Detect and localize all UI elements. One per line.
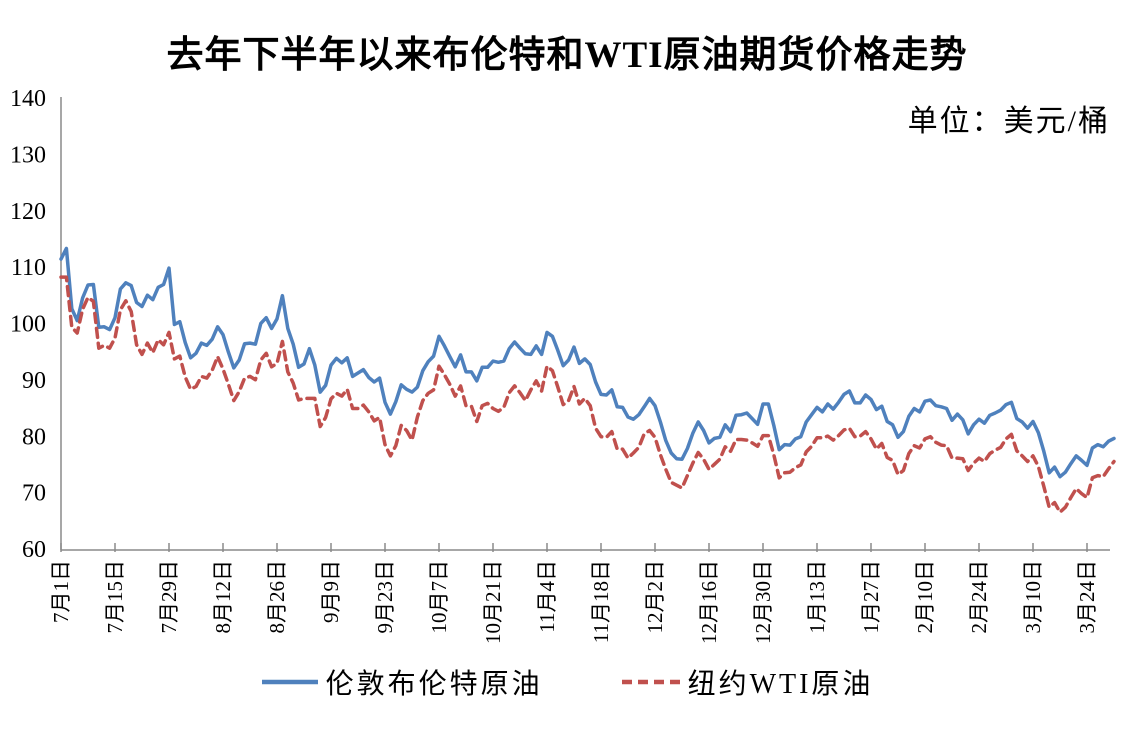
x-axis-tick-label: 12月2日 <box>643 560 667 634</box>
y-axis-tick-label: 100 <box>10 312 46 338</box>
x-axis-tick-label: 1月27日 <box>859 560 883 634</box>
y-axis-tick-label: 70 <box>22 481 46 507</box>
legend-label-brent: 伦敦布伦特原油 <box>325 669 543 700</box>
x-axis-tick-label: 10月21日 <box>481 560 505 644</box>
y-axis-tick-label: 60 <box>22 537 46 563</box>
x-axis-tick-label: 9月9日 <box>319 560 343 623</box>
x-axis-tick-label: 7月15日 <box>103 560 127 634</box>
x-axis-tick-label: 11月4日 <box>535 560 559 633</box>
chart-title: 去年下半年以来布伦特和WTI原油期货价格走势 <box>166 35 968 76</box>
legend-item-brent: 伦敦布伦特原油 <box>261 662 543 702</box>
x-axis-tick-label: 11月18日 <box>589 560 613 643</box>
chart-legend: 伦敦布伦特原油 纽约WTI原油 <box>0 662 1134 702</box>
x-axis-tick-label: 8月26日 <box>265 560 289 634</box>
y-axis-tick-label: 90 <box>22 368 46 394</box>
y-axis-tick-label: 80 <box>22 424 46 450</box>
x-axis-tick-label: 3月10日 <box>1021 560 1045 634</box>
y-axis-tick-label: 130 <box>10 142 46 168</box>
x-axis-tick-label: 1月13日 <box>805 560 829 634</box>
x-axis-tick-label: 2月10日 <box>913 560 937 634</box>
y-axis-tick-label: 140 <box>10 86 46 112</box>
unit-label: 单位：美元/桶 <box>907 105 1110 138</box>
legend-label-wti: 纽约WTI原油 <box>687 669 874 700</box>
wti-series-line <box>59 275 1116 514</box>
x-axis-tick-label: 12月16日 <box>697 560 721 644</box>
x-axis-tick-label: 7月29日 <box>157 560 181 634</box>
x-axis-tick-label: 8月12日 <box>211 560 235 634</box>
x-axis-tick-label: 2月24日 <box>967 560 991 634</box>
y-axis-tick-label: 120 <box>10 199 46 225</box>
wti-line-swatch-icon <box>621 679 680 685</box>
legend-item-wti: 纽约WTI原油 <box>621 662 874 702</box>
x-axis-tick-label: 9月23日 <box>373 560 397 634</box>
brent-line-swatch-icon <box>261 679 318 685</box>
x-axis-tick-label: 3月24日 <box>1075 560 1099 634</box>
x-axis-tick-label: 10月7日 <box>427 560 451 634</box>
x-axis-tick-label: 12月30日 <box>751 560 775 644</box>
x-axis-tick-label: 7月1日 <box>49 560 73 623</box>
y-axis-tick-label: 110 <box>11 255 46 281</box>
brent-series-line <box>59 246 1116 479</box>
